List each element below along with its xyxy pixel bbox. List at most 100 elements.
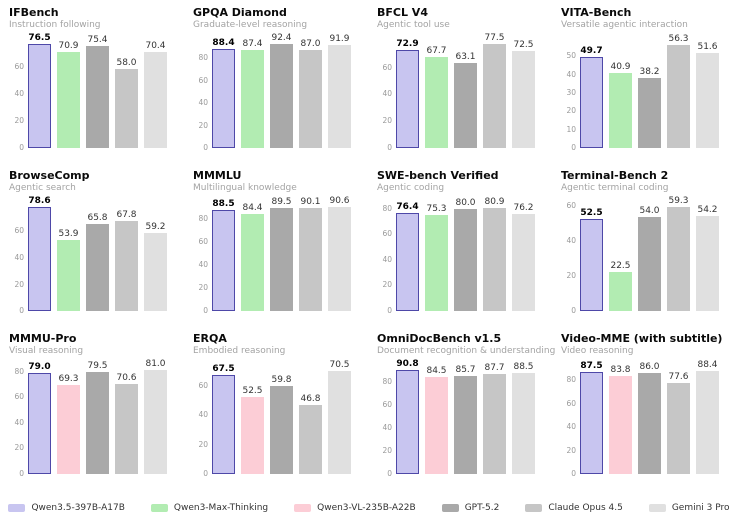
chart-subtitle: Agentic search [9, 183, 76, 193]
bar-group-qwenmax: 40.9 [609, 33, 632, 148]
bar-value-label: 87.5 [580, 360, 603, 371]
bar-value-label: 67.7 [426, 46, 447, 57]
bar-value-label: 38.2 [639, 66, 660, 77]
bar-qwenvl [241, 397, 264, 474]
y-axis-tick: 60 [14, 61, 24, 71]
bar-qwen35 [396, 213, 419, 311]
y-axis-tick: 10 [566, 124, 576, 134]
chart-terminal-bench-2: Terminal-Bench 2 Agentic terminal coding 0… [554, 163, 738, 326]
bars: 72.9 67.7 63.1 77.5 72.5 [396, 33, 535, 148]
legend-item-qwenmax: Qwen3-Max-Thinking [150, 503, 268, 513]
chart-omnidocbench-v1-5: OmniDocBench v1.5 Document recognition & … [370, 326, 556, 489]
chart-ifbench: IFBench Instruction following 0 20 40 60 76.5 7… [2, 0, 186, 163]
bar-gpt52 [638, 77, 661, 148]
chart-title: SWE-bench Verified [377, 169, 499, 182]
y-axis-tick: 60 [198, 75, 208, 85]
y-axis-tick: 60 [566, 398, 576, 408]
bar-claude [299, 405, 322, 474]
bar-gemini [328, 207, 351, 311]
bar-qwenvl [425, 377, 448, 474]
bars: 88.4 87.4 92.4 87.0 91.9 [212, 33, 351, 148]
bar-group-claude: 90.1 [299, 196, 322, 311]
y-axis-tick: 20 [382, 446, 392, 456]
bar-qwenmax [57, 239, 80, 311]
chart-subtitle: Document recognition & understanding [377, 346, 556, 356]
chart-subtitle: Multilingual knowledge [193, 183, 297, 193]
bar-qwenmax [241, 49, 264, 148]
bar-group-qwen35: 90.8 [396, 359, 419, 474]
bar-gpt52 [454, 63, 477, 148]
bar-value-label: 88.4 [212, 37, 235, 48]
y-axis-tick: 80 [382, 377, 392, 387]
bar-qwen35 [28, 44, 51, 148]
chart-subtitle: Embodied reasoning [193, 346, 286, 356]
bar-group-qwenmax: 75.3 [425, 196, 448, 311]
bar-claude [483, 373, 506, 474]
bar-value-label: 67.8 [116, 210, 137, 221]
bar-value-label: 46.8 [300, 394, 321, 405]
bar-qwen35 [396, 369, 419, 474]
y-axis-tick: 60 [382, 400, 392, 410]
bar-qwenvl [57, 385, 80, 474]
bar-group-gpt52: 63.1 [454, 33, 477, 148]
bar-value-label: 70.9 [58, 40, 79, 51]
bar-claude [483, 207, 506, 311]
bar-value-label: 87.0 [300, 39, 321, 50]
bar-value-label: 88.5 [212, 198, 235, 209]
legend: Qwen3.5-397B-A17B Qwen3-Max-Thinking Qwen3… [0, 489, 738, 526]
y-axis-tick: 40 [566, 69, 576, 79]
y-axis-tick: 0 [203, 306, 208, 315]
y-axis-tick: 80 [382, 203, 392, 213]
bar-group-qwen35: 88.5 [212, 196, 235, 311]
chart-subtitle: Graduate-level reasoning [193, 20, 308, 30]
charts-grid: IFBench Instruction following 0 20 40 60 76.5 7… [2, 0, 738, 489]
bar-group-qwen35: 67.5 [212, 359, 235, 474]
bar-claude [115, 69, 138, 148]
y-axis-tick: 40 [382, 89, 392, 99]
bar-qwen35 [580, 371, 603, 474]
bar-group-qwen35: 49.7 [580, 33, 603, 148]
bar-value-label: 77.5 [484, 33, 505, 44]
plot-area: 0 20 40 60 80 79.0 69.3 79.5 70.6 81.0 [14, 359, 178, 478]
y-axis-tick: 80 [566, 375, 576, 385]
bar-claude [483, 44, 506, 148]
chart-subtitle: Agentic tool use [377, 20, 450, 30]
bar-value-label: 86.0 [639, 362, 660, 373]
chart-title: VITA-Bench [561, 6, 632, 19]
bar-group-gpt52: 38.2 [638, 33, 661, 148]
chart-video-mme: Video-MME (with subtitle) Video reasoning… [554, 326, 738, 489]
legend-item-qwenvl: Qwen3-VL-235B-A22B [294, 503, 416, 513]
bar-value-label: 22.5 [610, 260, 631, 271]
bar-group-qwen35: 87.5 [580, 359, 603, 474]
bar-qwen35 [212, 48, 235, 148]
legend-label: Claude Opus 4.5 [548, 502, 623, 513]
bar-gpt52 [270, 386, 293, 474]
bar-group-qwenmax: 84.4 [241, 196, 264, 311]
y-axis-tick: 20 [14, 115, 24, 125]
bar-value-label: 89.5 [271, 197, 292, 208]
bar-value-label: 81.0 [145, 359, 166, 370]
bar-value-label: 54.0 [639, 205, 660, 216]
plot-area: 0 20 40 60 76.5 70.9 75.4 58.0 70.4 [14, 33, 178, 152]
chart-title: MMMU-Pro [9, 332, 77, 345]
bar-value-label: 70.4 [145, 41, 166, 52]
bar-gemini [512, 372, 535, 474]
bar-group-claude: 67.8 [115, 196, 138, 311]
y-axis-tick: 0 [19, 306, 24, 315]
bar-group-gemini: 88.5 [512, 359, 535, 474]
bar-qwenmax [425, 57, 448, 148]
y-axis-tick: 40 [198, 260, 208, 270]
legend-label: GPT-5.2 [464, 502, 500, 513]
bar-group-gemini: 51.6 [696, 33, 719, 148]
bar-qwen35 [580, 56, 603, 148]
bar-group-gpt52: 75.4 [86, 33, 109, 148]
bar-gpt52 [270, 208, 293, 311]
chart-subtitle: Instruction following [9, 20, 101, 30]
y-axis-tick: 20 [14, 279, 24, 289]
y-axis-tick: 40 [382, 423, 392, 433]
bar-gemini [696, 53, 719, 148]
bar-value-label: 40.9 [610, 62, 631, 73]
bar-value-label: 54.2 [697, 205, 718, 216]
chart-vita-bench: VITA-Bench Versatile agentic interaction 0… [554, 0, 738, 163]
legend-item-gemini: Gemini 3 Pro [648, 503, 730, 513]
